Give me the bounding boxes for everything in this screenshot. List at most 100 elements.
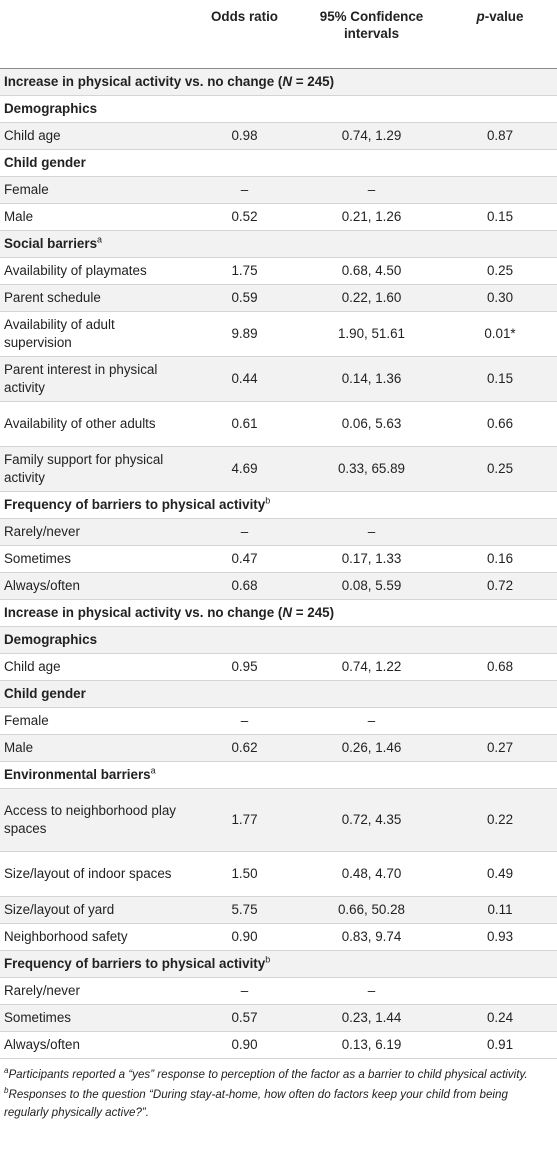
odds-ratio-cell: 1.77 — [231, 811, 258, 827]
p-value-cell: 0.24 — [486, 1009, 514, 1025]
odds-ratio-cell: 0.44 — [231, 370, 258, 386]
footnote-mark: a — [4, 1065, 9, 1075]
table-row: Always/often 0.68 0.08, 5.59 0.72 — [0, 572, 557, 599]
confidence-interval-cell: 0.83, 9.74 — [341, 928, 402, 944]
header-ci-line1: 95% Confidence — [319, 9, 424, 24]
section-row: Demographics — [0, 95, 557, 122]
odds-ratio-cell: 0.52 — [231, 208, 258, 224]
section-heading-text: Child gender — [4, 154, 86, 170]
confidence-interval-cell: – — [367, 982, 376, 998]
confidence-interval-cell: 0.08, 5.59 — [341, 577, 402, 593]
p-value-cell: 0.01* — [484, 325, 516, 341]
section-row: Increase in physical activity vs. no cha… — [0, 68, 557, 95]
table-row: Female – – — [0, 707, 557, 734]
footnotes: aParticipants reported a “yes” response … — [0, 1059, 557, 1122]
table-row: Parent schedule 0.59 0.22, 1.60 0.30 — [0, 284, 557, 311]
row-label: Sometimes — [4, 1009, 71, 1025]
row-label: Size/layout of yard — [4, 901, 115, 917]
confidence-interval-cell: 1.90, 51.61 — [337, 325, 405, 341]
table-row: Child age 0.95 0.74, 1.22 0.68 — [0, 653, 557, 680]
table-row: Neighborhood safety 0.90 0.83, 9.74 0.93 — [0, 923, 557, 950]
footnote-text: Participants reported a “yes” response t… — [8, 1067, 528, 1081]
header-confidence-intervals: 95% Confidence intervals — [300, 0, 443, 68]
footnote-marker: a — [150, 765, 156, 776]
confidence-interval-cell: 0.17, 1.33 — [341, 550, 402, 566]
odds-ratio-cell: – — [240, 712, 249, 728]
row-label: Parent schedule — [4, 289, 101, 305]
section-heading-text: Social barriers — [4, 235, 98, 251]
section-heading: Frequency of barriers to physical activi… — [0, 950, 557, 977]
section-row: Child gender — [0, 149, 557, 176]
table-row: Sometimes 0.57 0.23, 1.44 0.24 — [0, 1004, 557, 1031]
row-label: Male — [4, 208, 34, 224]
odds-ratio-cell: 0.59 — [231, 289, 258, 305]
section-heading-text: Increase in physical activity vs. no cha… — [4, 73, 283, 89]
section-row: Social barriersa — [0, 230, 557, 257]
table-row: Access to neighborhood play spaces 1.77 0.… — [0, 788, 557, 851]
p-value-cell: 0.25 — [486, 262, 514, 278]
footnote-marker: b — [265, 495, 271, 506]
section-heading-text: Demographics — [4, 100, 98, 116]
table-row: Availability of other adults 0.61 0.06, 5.… — [0, 401, 557, 446]
section-heading: Demographics — [0, 626, 557, 653]
table-row: Family support for physical activity 4.69… — [0, 446, 557, 491]
header-odds-ratio: Odds ratio — [211, 9, 278, 24]
section-row: Child gender — [0, 680, 557, 707]
table-row: Sometimes 0.47 0.17, 1.33 0.16 — [0, 545, 557, 572]
section-heading: Social barriersa — [0, 230, 557, 257]
section-heading-text: Child gender — [4, 685, 86, 701]
odds-ratio-cell: 5.75 — [231, 901, 258, 917]
row-label: Always/often — [4, 1036, 80, 1052]
row-label: Availability of other adults — [4, 415, 156, 431]
odds-ratio-cell: 9.89 — [231, 325, 258, 341]
p-value-cell: 0.22 — [486, 811, 514, 827]
odds-ratio-cell: 4.69 — [231, 460, 258, 476]
confidence-interval-cell: 0.21, 1.26 — [341, 208, 402, 224]
table-container: Odds ratio 95% Confidence intervals p-va… — [0, 0, 557, 1122]
odds-ratio-cell: – — [240, 982, 249, 998]
row-label: Size/layout of indoor spaces — [4, 865, 172, 881]
row-label: Sometimes — [4, 550, 71, 566]
odds-ratio-cell: 0.57 — [231, 1009, 258, 1025]
odds-ratio-cell: 0.98 — [231, 127, 258, 143]
row-label: Always/often — [4, 577, 80, 593]
confidence-interval-cell: 0.22, 1.60 — [341, 289, 402, 305]
section-heading-text: Environmental barriers — [4, 766, 151, 782]
header-row: Odds ratio 95% Confidence intervals p-va… — [0, 0, 557, 68]
odds-ratio-cell: 0.90 — [231, 1036, 258, 1052]
table-row: Female – – — [0, 176, 557, 203]
p-value-cell: 0.25 — [486, 460, 514, 476]
p-value-cell: 0.15 — [486, 208, 514, 224]
p-value-cell: 0.93 — [486, 928, 514, 944]
confidence-interval-cell: 0.33, 65.89 — [337, 460, 405, 476]
p-value-cell — [443, 518, 557, 545]
confidence-interval-cell: 0.13, 6.19 — [341, 1036, 402, 1052]
table-row: Child age 0.98 0.74, 1.29 0.87 — [0, 122, 557, 149]
odds-ratio-cell: 0.61 — [231, 415, 258, 431]
table-row: Size/layout of indoor spaces 1.50 0.48, 4.… — [0, 851, 557, 896]
p-value-cell: 0.30 — [486, 289, 514, 305]
section-heading: Demographics — [0, 95, 557, 122]
p-value-cell: 0.87 — [486, 127, 514, 143]
section-heading: Frequency of barriers to physical activi… — [0, 491, 557, 518]
p-value-cell: 0.15 — [486, 370, 514, 386]
confidence-interval-cell: 0.74, 1.29 — [341, 127, 402, 143]
footnote-marker: a — [97, 234, 103, 245]
section-heading: Increase in physical activity vs. no cha… — [0, 599, 557, 626]
section-heading: Child gender — [0, 149, 557, 176]
confidence-interval-cell: 0.23, 1.44 — [341, 1009, 402, 1025]
table-row: Availability of playmates 1.75 0.68, 4.50 0… — [0, 257, 557, 284]
confidence-interval-cell: – — [367, 181, 376, 197]
header-p-italic: p — [476, 9, 485, 24]
p-value-cell: 0.11 — [487, 901, 513, 917]
confidence-interval-cell: 0.48, 4.70 — [341, 865, 402, 881]
footnote-mark: b — [4, 1085, 9, 1095]
header-p-rest: -value — [484, 9, 524, 24]
row-label: Access to neighborhood play spaces — [4, 802, 176, 836]
row-label: Female — [4, 181, 49, 197]
odds-ratio-cell: 0.62 — [231, 739, 258, 755]
table-row: Male 0.52 0.21, 1.26 0.15 — [0, 203, 557, 230]
confidence-interval-cell: 0.06, 5.63 — [341, 415, 402, 431]
table-row: Parent interest in physical activity 0.44… — [0, 356, 557, 401]
odds-ratio-cell: 0.90 — [231, 928, 258, 944]
